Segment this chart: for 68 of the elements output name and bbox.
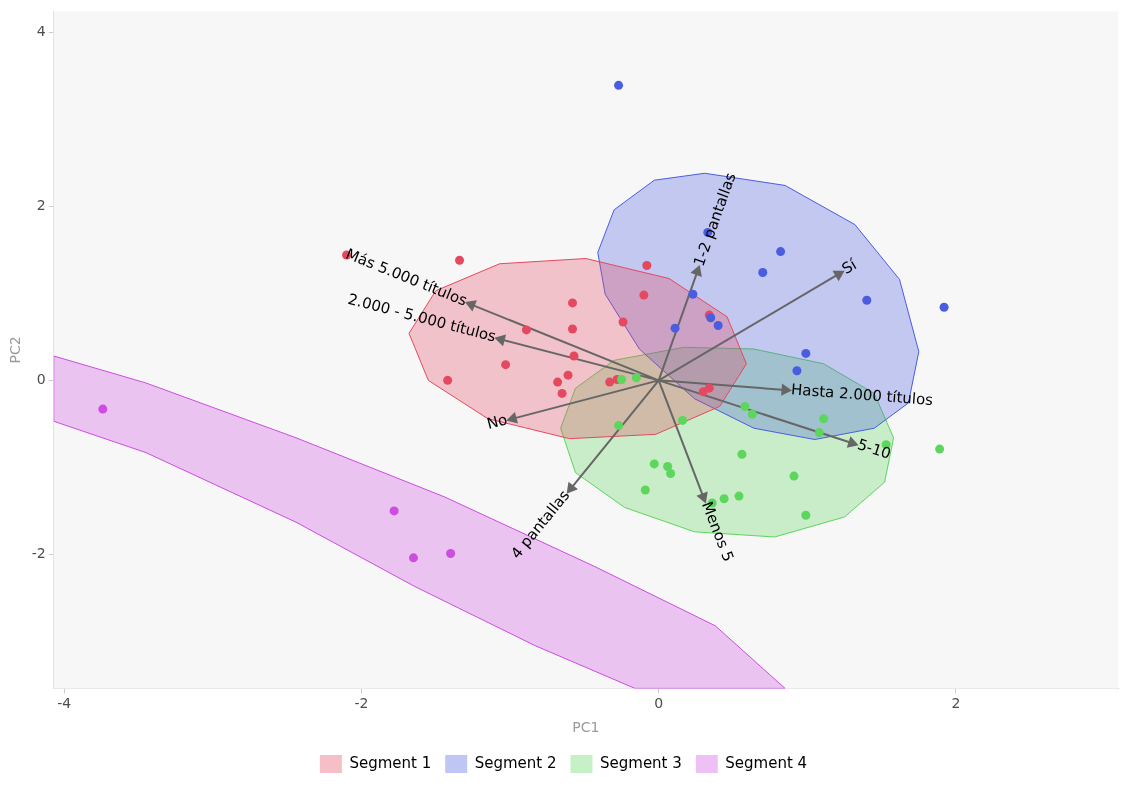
point xyxy=(614,421,624,431)
point xyxy=(618,317,628,327)
point xyxy=(605,377,615,387)
point xyxy=(935,444,945,454)
legend-label: Segment 3 xyxy=(600,753,682,772)
point xyxy=(649,459,659,469)
x-tick-label: -4 xyxy=(57,695,72,712)
point xyxy=(776,247,786,257)
point xyxy=(455,255,465,265)
point xyxy=(614,80,624,90)
point xyxy=(501,360,511,370)
legend-label: Segment 1 xyxy=(349,753,432,772)
y-tick-label: 0 xyxy=(36,371,46,387)
point xyxy=(568,298,577,308)
point xyxy=(688,289,698,299)
point xyxy=(639,290,649,300)
point xyxy=(801,510,811,520)
point xyxy=(814,428,824,438)
annotation: No xyxy=(484,410,510,433)
point xyxy=(666,468,676,478)
point xyxy=(862,295,872,305)
point xyxy=(713,321,723,331)
y-tick-label: -2 xyxy=(31,545,46,562)
point xyxy=(792,366,802,376)
point xyxy=(389,506,399,516)
annotation: Menos 5 xyxy=(698,498,738,565)
point xyxy=(408,553,418,563)
y-tick-label: 2 xyxy=(36,196,46,213)
point xyxy=(617,374,627,384)
point xyxy=(506,411,518,424)
point xyxy=(569,351,579,361)
point xyxy=(521,325,531,335)
y-axis-title: PC2 xyxy=(7,336,24,364)
point xyxy=(670,323,680,333)
point xyxy=(737,449,747,459)
point xyxy=(563,370,573,380)
x-tick-label: -2 xyxy=(354,695,369,712)
point xyxy=(801,348,811,358)
x-tick-label: 2 xyxy=(951,695,961,712)
annotation: 5-10 xyxy=(855,435,894,463)
legend-label: Segment 2 xyxy=(474,753,557,772)
point xyxy=(663,462,673,471)
point xyxy=(631,373,641,383)
point xyxy=(939,302,949,312)
point xyxy=(781,383,793,396)
point xyxy=(740,401,750,411)
point xyxy=(446,549,456,559)
point xyxy=(98,404,108,414)
legend-label: Segment 4 xyxy=(725,753,808,772)
point xyxy=(443,375,453,385)
point xyxy=(642,260,652,270)
point xyxy=(789,471,799,481)
point xyxy=(734,491,744,501)
point xyxy=(704,383,714,393)
point xyxy=(640,485,650,495)
point xyxy=(677,415,687,425)
point xyxy=(819,414,829,424)
point xyxy=(494,334,507,347)
point xyxy=(758,267,768,277)
annotation: Hasta 2.000 títulos xyxy=(790,380,934,410)
point xyxy=(557,388,567,398)
x-tick-label: 0 xyxy=(654,695,664,712)
y-tick-label: 4 xyxy=(36,22,46,39)
point xyxy=(747,409,757,419)
point xyxy=(568,324,577,334)
x-axis-title: PC1 xyxy=(572,719,600,736)
point xyxy=(553,377,563,387)
annotation: Sí xyxy=(838,255,861,278)
